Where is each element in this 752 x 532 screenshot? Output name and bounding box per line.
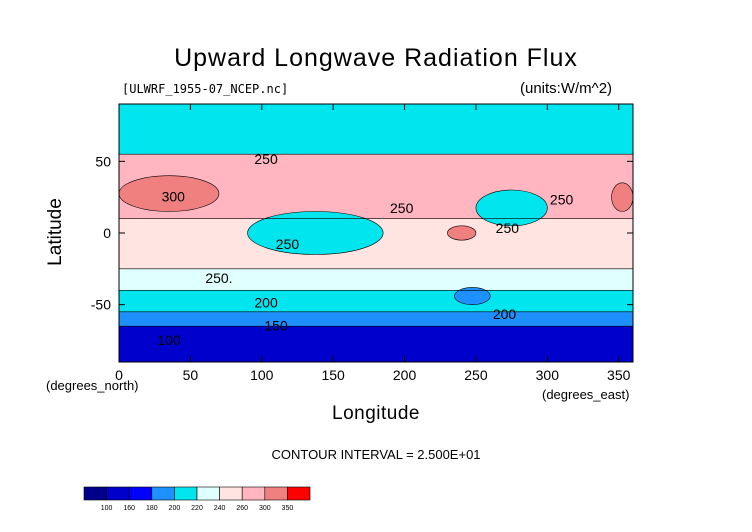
heatmap-band (119, 104, 633, 155)
contour-label: 200 (254, 295, 278, 311)
x-axis-unit: (degrees_east) (542, 387, 630, 402)
colorbar-label: 240 (214, 505, 226, 512)
contour-label: 300 (162, 188, 186, 204)
colorbar-swatch (219, 486, 243, 501)
heatmap-field: 250 300 250 250 250 250 250. 200 150 100 200 (119, 104, 633, 362)
x-tick-label: 200 (393, 367, 417, 383)
colorbar-swatch (151, 486, 175, 501)
contour-label: 250 (496, 220, 520, 236)
colorbar-label: 260 (236, 505, 248, 512)
heatmap-band (119, 326, 633, 362)
x-tick-label: 150 (321, 367, 345, 383)
colorbar-label: 100 (101, 505, 113, 512)
heatmap-band (119, 290, 633, 312)
contour-interval-label: CONTOUR INTERVAL = 2.500E+01 (271, 447, 481, 462)
y-tick-label: 50 (95, 153, 111, 169)
chart-title: Upward Longwave Radiation Flux (174, 44, 578, 72)
colorbar-swatch (241, 486, 266, 501)
contour-label: 100 (157, 332, 181, 348)
colorbar-label: 200 (169, 505, 181, 512)
colorbar-label: 160 (123, 505, 135, 512)
colorbar-swatch (128, 486, 153, 501)
y-axis-unit: (degrees_north) (46, 378, 139, 393)
colorbar-label: 180 (146, 505, 158, 512)
heatmap-feature (447, 225, 477, 241)
colorbar-swatch (174, 486, 198, 501)
colorbar-swatch (106, 486, 130, 501)
heatmap-band (119, 311, 633, 327)
x-tick-label: 100 (250, 367, 274, 383)
contour-label: 200 (493, 306, 517, 322)
colorbar-swatch (264, 486, 288, 501)
colorbar-label: 350 (282, 505, 294, 512)
file-label: [ULWRF_1955-07_NCEP.nc] (122, 82, 289, 96)
x-tick-label: 250 (464, 367, 488, 383)
units-label: (units:W/m^2) (520, 80, 613, 97)
contour-label: 250 (550, 191, 574, 207)
heatmap-feature (611, 182, 633, 212)
x-tick-label: 300 (536, 367, 560, 383)
heatmap-feature (454, 287, 491, 305)
contour-label: 250 (254, 151, 278, 167)
heatmap-band (119, 268, 633, 291)
x-tick-label: 350 (607, 367, 631, 383)
colorbar-swatch (196, 486, 220, 501)
y-tick-label: 0 (103, 225, 111, 241)
contour-label: 250. (205, 270, 232, 286)
contour-label: 150 (264, 317, 288, 333)
heatmap-feature (475, 189, 548, 227)
x-axis-label: Longitude (332, 403, 420, 424)
contour-label: 250 (390, 200, 414, 216)
colorbar-label: 300 (259, 505, 271, 512)
x-tick-label: 0 (115, 367, 123, 383)
heatmap-feature (247, 211, 384, 255)
colorbar-swatch (83, 486, 107, 501)
x-tick-label: 50 (183, 367, 199, 383)
contour-label: 250 (276, 236, 300, 252)
colorbar-swatch (287, 486, 311, 501)
y-tick-label: -50 (91, 297, 111, 313)
colorbar-label: 220 (191, 505, 203, 512)
